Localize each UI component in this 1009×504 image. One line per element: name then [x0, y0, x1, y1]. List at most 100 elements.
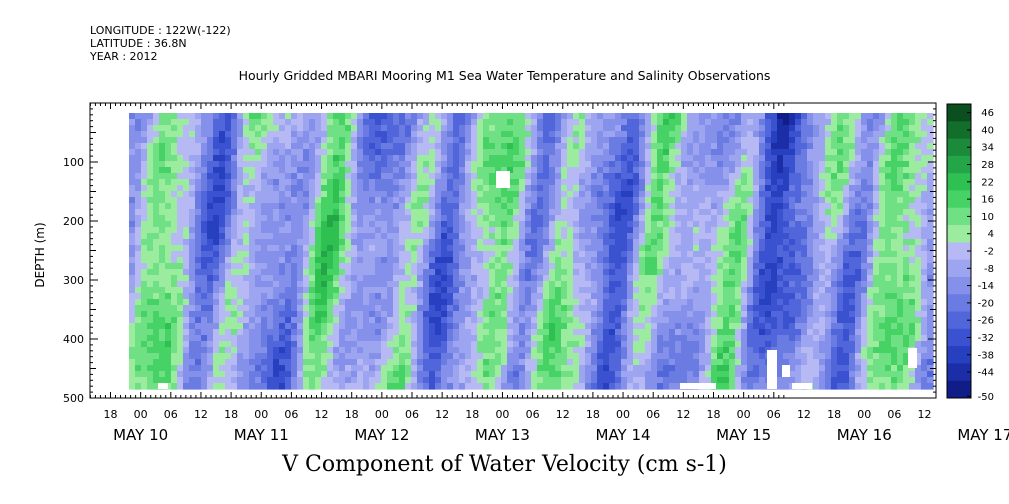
heatmap-cell: [753, 155, 760, 162]
heatmap-cell: [615, 269, 622, 276]
heatmap-cell: [513, 149, 520, 156]
heatmap-cell: [243, 161, 250, 168]
heatmap-cell: [717, 203, 724, 210]
heatmap-cell: [759, 329, 766, 336]
heatmap-cell: [753, 365, 760, 372]
heatmap-cell: [741, 113, 748, 120]
heatmap-cell: [255, 287, 262, 294]
heatmap-cell: [705, 317, 712, 324]
heatmap-cell: [219, 347, 226, 354]
heatmap-cell: [387, 275, 394, 282]
heatmap-cell: [351, 239, 358, 246]
heatmap-cell: [303, 173, 310, 180]
heatmap-cell: [495, 227, 502, 234]
heatmap-cell: [321, 125, 328, 132]
heatmap-cell: [351, 125, 358, 132]
heatmap-cell: [405, 119, 412, 126]
heatmap-cell: [327, 353, 334, 360]
heatmap-cell: [705, 269, 712, 276]
heatmap-cell: [735, 191, 742, 198]
heatmap-cell: [549, 215, 556, 222]
heatmap-cell: [327, 113, 334, 120]
heatmap-cell: [255, 365, 262, 372]
heatmap-cell: [327, 371, 334, 378]
heatmap-cell: [153, 335, 160, 342]
heatmap-cell: [213, 365, 220, 372]
heatmap-cell: [513, 131, 520, 138]
heatmap-cell: [615, 347, 622, 354]
heatmap-cell: [147, 359, 154, 366]
heatmap-cell: [513, 275, 520, 282]
heatmap-cell: [213, 233, 220, 240]
heatmap-cell: [435, 353, 442, 360]
heatmap-cell: [213, 335, 220, 342]
heatmap-cell: [531, 299, 538, 306]
heatmap-cell: [687, 233, 694, 240]
heatmap-cell: [651, 239, 658, 246]
heatmap-cell: [507, 131, 514, 138]
heatmap-cell: [267, 197, 274, 204]
heatmap-cell: [273, 257, 280, 264]
heatmap-cell: [267, 179, 274, 186]
heatmap-cell: [459, 377, 466, 384]
heatmap-cell: [585, 209, 592, 216]
heatmap-cell: [495, 131, 502, 138]
heatmap-cell: [207, 305, 214, 312]
heatmap-cell: [471, 317, 478, 324]
heatmap-cell: [327, 299, 334, 306]
heatmap-cell: [753, 131, 760, 138]
heatmap-cell: [345, 251, 352, 258]
heatmap-cell: [327, 125, 334, 132]
heatmap-cell: [687, 359, 694, 366]
heatmap-cell: [627, 359, 634, 366]
heatmap-cell: [405, 155, 412, 162]
heatmap-cell: [675, 227, 682, 234]
heatmap-cell: [573, 131, 580, 138]
heatmap-cell: [549, 329, 556, 336]
heatmap-cell: [435, 329, 442, 336]
heatmap-cell: [555, 173, 562, 180]
heatmap-cell: [225, 179, 232, 186]
heatmap-cell: [159, 359, 166, 366]
heatmap-cell: [429, 305, 436, 312]
heatmap-cell: [363, 143, 370, 150]
heatmap-cell: [411, 305, 418, 312]
heatmap-cell: [393, 251, 400, 258]
heatmap-cell: [537, 281, 544, 288]
heatmap-cell: [405, 113, 412, 120]
heatmap-cell: [693, 347, 700, 354]
heatmap-cell: [423, 149, 430, 156]
heatmap-cell: [351, 263, 358, 270]
heatmap-cell: [435, 299, 442, 306]
heatmap-cell: [243, 305, 250, 312]
heatmap-cell: [387, 143, 394, 150]
heatmap-cell: [435, 305, 442, 312]
heatmap-cell: [369, 287, 376, 294]
heatmap-cell: [183, 131, 190, 138]
heatmap-cell: [591, 263, 598, 270]
heatmap-cell: [567, 119, 574, 126]
heatmap-cell: [201, 179, 208, 186]
heatmap-cell: [609, 221, 616, 228]
heatmap-cell: [309, 131, 316, 138]
heatmap-cell: [465, 335, 472, 342]
heatmap-cell: [399, 191, 406, 198]
heatmap-cell: [633, 155, 640, 162]
heatmap-cell: [585, 179, 592, 186]
heatmap-cell: [315, 227, 322, 234]
heatmap-cell: [459, 317, 466, 324]
heatmap-cell: [447, 383, 454, 390]
heatmap-cell: [483, 359, 490, 366]
heatmap-cell: [141, 161, 148, 168]
heatmap-cell: [237, 347, 244, 354]
heatmap-cell: [183, 365, 190, 372]
heatmap-cell: [357, 239, 364, 246]
heatmap-cell: [171, 359, 178, 366]
heatmap-cell: [201, 323, 208, 330]
heatmap-cell: [279, 185, 286, 192]
heatmap-cell: [225, 371, 232, 378]
heatmap-cell: [567, 185, 574, 192]
heatmap-cell: [261, 257, 268, 264]
heatmap-cell: [417, 287, 424, 294]
heatmap-cell: [159, 377, 166, 384]
